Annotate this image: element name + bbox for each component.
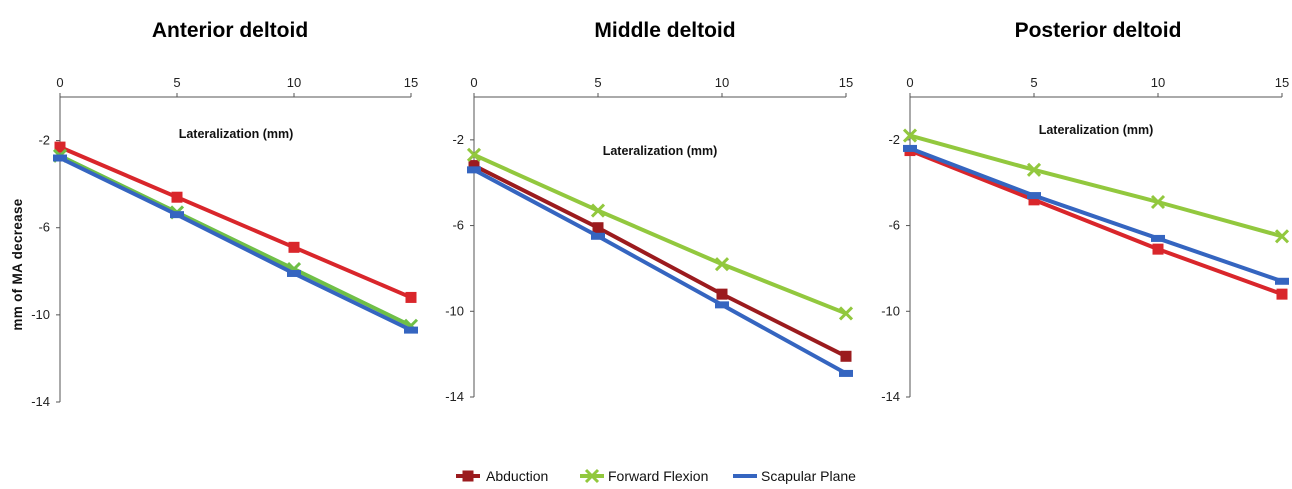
- data-point-scapular-plane: [1275, 277, 1289, 285]
- x-tick-label: 10: [715, 75, 729, 90]
- x-tick-label: 0: [56, 75, 63, 90]
- legend-item-forward-flexion: Forward Flexion: [580, 468, 708, 484]
- x-tick-label: 0: [906, 75, 913, 90]
- legend-marker-square: [462, 470, 474, 482]
- data-point-forward-flexion: [902, 128, 918, 143]
- series-line-forward-flexion: [473, 153, 847, 316]
- y-tick-label: -10: [445, 303, 464, 318]
- data-point-abduction: [468, 160, 480, 172]
- data-point-forward-flexion: [590, 203, 606, 218]
- series-line-scapular-plane: [473, 168, 847, 376]
- data-point-scapular-plane: [715, 301, 729, 309]
- data-point-forward-flexion: [1026, 162, 1042, 177]
- x-axis-title: Lateralization (mm): [603, 144, 718, 158]
- y-tick-label: -10: [881, 303, 900, 318]
- data-point-abduction: [1152, 243, 1164, 255]
- data-point-abduction: [54, 141, 66, 153]
- data-point-scapular-plane: [1151, 234, 1165, 242]
- y-tick-label: -14: [445, 389, 464, 404]
- x-marker-stroke: [714, 257, 730, 272]
- x-tick-label: 15: [404, 75, 418, 90]
- data-point-abduction: [1028, 194, 1040, 206]
- x-axis-title: Lateralization (mm): [1039, 123, 1154, 137]
- x-tick-label: 10: [1151, 75, 1165, 90]
- data-point-forward-flexion: [1150, 194, 1166, 210]
- x-tick-label: 10: [287, 75, 301, 90]
- x-tick-label: 0: [470, 75, 477, 90]
- data-point-scapular-plane: [404, 326, 418, 334]
- chart-panel-2: Middle deltoid 0 5 10 15 -2 -6 -10 -14 Lateraliza…: [445, 19, 853, 404]
- data-point-scapular-plane: [287, 269, 301, 277]
- x-marker-stroke: [1150, 194, 1166, 210]
- data-point-scapular-plane: [53, 154, 67, 162]
- y-tick-label: -2: [38, 133, 50, 148]
- legend-label: Abduction: [486, 468, 548, 484]
- data-point-abduction: [288, 241, 300, 253]
- chart-title: Anterior deltoid: [152, 19, 308, 42]
- data-point-scapular-plane: [839, 369, 853, 377]
- y-tick-label: -2: [452, 132, 464, 147]
- chart-panel-3: Posterior deltoid 0 5 10 15 -2 -6 -10 -14 Lateral…: [881, 19, 1289, 404]
- legend-item-scapular-plane: Scapular Plane: [733, 468, 856, 484]
- x-tick-label: 15: [839, 75, 853, 90]
- series-line-abduction: [59, 145, 412, 300]
- data-point-abduction: [171, 191, 183, 203]
- data-point-abduction: [1276, 288, 1288, 300]
- data-point-scapular-plane: [1027, 192, 1041, 200]
- data-point-forward-flexion: [1274, 229, 1290, 244]
- legend-label: Scapular Plane: [761, 468, 856, 484]
- chart-title: Middle deltoid: [594, 19, 735, 42]
- y-tick-label: -14: [31, 394, 50, 409]
- y-tick-label: -14: [881, 389, 900, 404]
- legend-item-abduction: Abduction: [456, 468, 548, 484]
- data-point-forward-flexion: [714, 257, 730, 272]
- data-point-abduction: [840, 350, 852, 362]
- legend-label: Forward Flexion: [608, 468, 708, 484]
- x-marker-stroke: [1026, 162, 1042, 177]
- data-point-abduction: [405, 291, 417, 303]
- legend-marker-x: [584, 468, 600, 484]
- y-tick-label: -10: [31, 307, 50, 322]
- data-point-abduction: [716, 288, 728, 300]
- x-marker-stroke: [466, 147, 482, 162]
- data-point-abduction: [592, 222, 604, 234]
- series-line-scapular-plane: [909, 146, 1283, 284]
- data-point-forward-flexion: [466, 147, 482, 162]
- y-tick-label: -6: [888, 218, 900, 233]
- chart-title: Posterior deltoid: [1015, 19, 1182, 42]
- data-point-forward-flexion: [838, 306, 854, 321]
- series-line-abduction: [473, 163, 847, 359]
- x-tick-label: 5: [173, 75, 180, 90]
- chart-panel-1: Anterior deltoid 0 5 10 15 -2 -6 -10 -14 Laterali…: [10, 19, 418, 409]
- legend: Abduction Forward Flexion Scapular Plane: [456, 468, 856, 484]
- series-line-scapular-plane: [59, 156, 412, 332]
- data-point-scapular-plane: [903, 144, 917, 152]
- x-tick-label: 15: [1275, 75, 1289, 90]
- x-marker-stroke: [838, 306, 854, 321]
- y-tick-label: -6: [452, 218, 464, 233]
- x-axis-title: Lateralization (mm): [179, 127, 294, 141]
- x-tick-label: 5: [594, 75, 601, 90]
- y-tick-label: -2: [888, 132, 900, 147]
- series-line-forward-flexion: [909, 133, 1283, 239]
- x-tick-label: 5: [1030, 75, 1037, 90]
- y-axis-title: mm of MA decrease: [10, 198, 25, 330]
- y-tick-label: -6: [38, 220, 50, 235]
- series-line-abduction: [909, 148, 1283, 297]
- data-point-scapular-plane: [467, 166, 481, 174]
- data-point-scapular-plane: [170, 211, 184, 219]
- x-marker-stroke: [902, 128, 918, 143]
- x-marker-stroke: [590, 203, 606, 218]
- data-point-scapular-plane: [591, 232, 605, 240]
- x-marker-stroke: [1274, 229, 1290, 244]
